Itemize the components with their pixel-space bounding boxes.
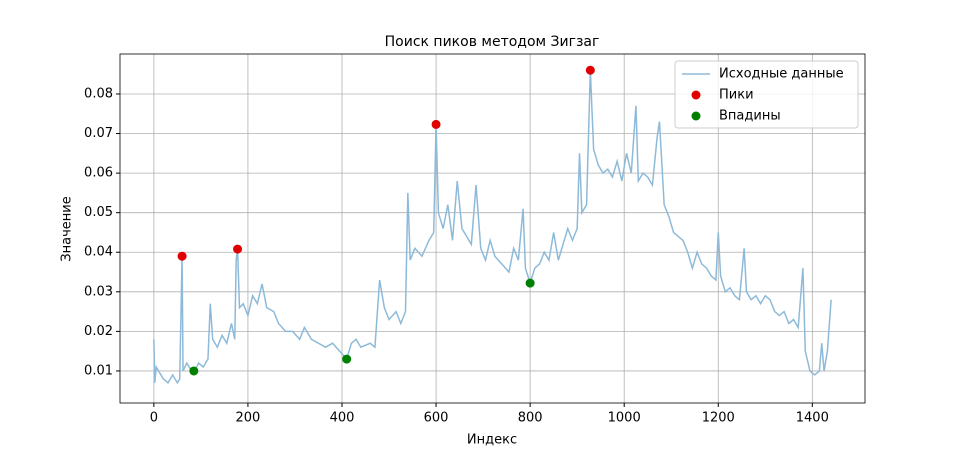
legend-label: Пики xyxy=(719,88,754,103)
plot-frame xyxy=(119,53,866,404)
y-tick-label: 0.02 xyxy=(84,324,113,339)
x-tick-label: 0 xyxy=(150,411,158,426)
legend-box xyxy=(674,60,859,129)
legend-swatch xyxy=(691,111,701,121)
y-tick-label: 0.06 xyxy=(84,166,113,181)
y-tick-label: 0.08 xyxy=(84,86,113,101)
point xyxy=(431,119,441,129)
y-tick-label: 0.03 xyxy=(84,284,113,299)
chart-title: Поиск пиков методом Зигзаг xyxy=(385,34,600,50)
legend-swatch xyxy=(691,90,701,100)
x-tick-label: 800 xyxy=(518,411,543,426)
x-axis-label: Индекс xyxy=(467,433,517,448)
x-tick-label: 1400 xyxy=(796,411,829,426)
y-tick-label: 0.04 xyxy=(84,245,113,260)
x-tick-label: 200 xyxy=(236,411,261,426)
point xyxy=(233,244,243,254)
legend-label: Исходные данные xyxy=(719,67,844,82)
y-axis-label: Значение xyxy=(60,196,75,261)
legend-label: Впадины xyxy=(719,109,781,124)
x-tick-label: 400 xyxy=(330,411,355,426)
x-tick-label: 1200 xyxy=(702,411,735,426)
point xyxy=(585,65,595,75)
x-tick-label: 600 xyxy=(424,411,449,426)
point xyxy=(189,366,199,376)
x-tick-label: 1000 xyxy=(608,411,641,426)
y-tick-label: 0.05 xyxy=(84,205,113,220)
point xyxy=(177,251,187,261)
data-line xyxy=(153,70,832,385)
y-tick-label: 0.01 xyxy=(84,363,113,378)
point xyxy=(342,354,352,364)
point xyxy=(525,278,535,288)
y-tick-label: 0.07 xyxy=(84,126,113,141)
